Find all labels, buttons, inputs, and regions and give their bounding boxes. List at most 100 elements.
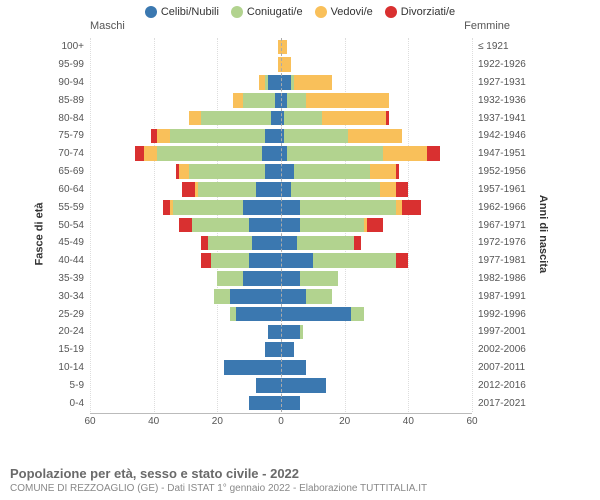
bar-segment (265, 342, 281, 357)
bar-segment (182, 182, 195, 197)
bar-segment (396, 182, 409, 197)
birth-year-label: 1992-1996 (472, 309, 526, 320)
female-bar (281, 289, 472, 304)
male-bar (90, 182, 281, 197)
bar-segment (386, 111, 389, 126)
age-label: 15-19 (58, 344, 90, 355)
female-bar (281, 129, 472, 144)
age-label: 50-54 (58, 220, 90, 231)
bar-segment (300, 200, 396, 215)
bar-segment (281, 307, 351, 322)
legend-swatch (231, 6, 243, 18)
male-bar (90, 396, 281, 411)
bar-segment (189, 164, 265, 179)
bar-segment (265, 164, 281, 179)
bar-segment (281, 200, 300, 215)
legend-item: Divorziati/e (385, 6, 455, 18)
female-bar (281, 40, 472, 55)
chart-title: Popolazione per età, sesso e stato civil… (10, 466, 590, 481)
age-label: 80-84 (58, 113, 90, 124)
bar-segment (179, 218, 192, 233)
chart-subtitle: COMUNE DI REZZOAGLIO (GE) - Dati ISTAT 1… (10, 483, 590, 494)
female-bar (281, 325, 472, 340)
pyramid-chart: Celibi/NubiliConiugati/eVedovi/eDivorzia… (0, 0, 600, 500)
birth-year-label: 1957-1961 (472, 184, 526, 195)
age-label: 60-64 (58, 184, 90, 195)
bar-segment (144, 146, 157, 161)
age-label: 65-69 (58, 166, 90, 177)
birth-year-label: ≤ 1921 (472, 41, 509, 52)
bar-segment (281, 182, 291, 197)
bar-segment (313, 253, 396, 268)
bar-segment (281, 57, 291, 72)
bar-segment (281, 325, 300, 340)
bar-segment (243, 271, 281, 286)
bar-segment (284, 129, 348, 144)
bar-segment (224, 360, 281, 375)
plot-area: Fasce di età Anni di nascita 100+≤ 19219… (50, 34, 530, 434)
bar-segment (281, 360, 306, 375)
birth-year-label: 2007-2011 (472, 362, 525, 373)
bar-segment (173, 200, 243, 215)
birth-year-label: 1977-1981 (472, 255, 526, 266)
male-bar (90, 289, 281, 304)
birth-year-label: 1922-1926 (472, 59, 526, 70)
age-label: 70-74 (58, 148, 90, 159)
birth-year-label: 1962-1966 (472, 202, 526, 213)
birth-year-label: 1997-2001 (472, 326, 526, 337)
bar-segment (189, 111, 202, 126)
birth-year-label: 1972-1976 (472, 237, 526, 248)
female-bar (281, 93, 472, 108)
bar-segment (157, 129, 170, 144)
male-bar (90, 218, 281, 233)
age-label: 75-79 (58, 130, 90, 141)
bar-segment (249, 253, 281, 268)
legend-item: Coniugati/e (231, 6, 303, 18)
female-bar (281, 218, 472, 233)
bar-segment (370, 164, 395, 179)
bar-segment (306, 93, 389, 108)
birth-year-label: 1952-1956 (472, 166, 526, 177)
bar-segment (214, 289, 230, 304)
birth-year-label: 1947-1951 (472, 148, 526, 159)
bar-segment (256, 378, 281, 393)
bar-segment (249, 218, 281, 233)
male-bar (90, 93, 281, 108)
x-tick-label: 20 (212, 416, 223, 427)
legend-item: Celibi/Nubili (145, 6, 219, 18)
bar-segment (396, 253, 409, 268)
birth-year-label: 1987-1991 (472, 291, 526, 302)
female-bar (281, 236, 472, 251)
bar-segment (351, 307, 364, 322)
male-bar (90, 342, 281, 357)
bar-segment (236, 307, 281, 322)
bar-segment (192, 218, 249, 233)
female-bar (281, 253, 472, 268)
female-bar (281, 342, 472, 357)
legend: Celibi/NubiliConiugati/eVedovi/eDivorzia… (0, 0, 600, 20)
bar-segment (281, 378, 326, 393)
age-label: 90-94 (58, 77, 90, 88)
x-axis: 6040200204060 (90, 413, 472, 434)
x-tick-label: 60 (466, 416, 477, 427)
bar-segment (281, 253, 313, 268)
header-right: Femmine (390, 20, 510, 32)
birth-year-label: 1942-1946 (472, 130, 526, 141)
age-label: 40-44 (58, 255, 90, 266)
age-label: 55-59 (58, 202, 90, 213)
age-label: 5-9 (70, 380, 90, 391)
bar-segment (198, 182, 255, 197)
bar-segment (252, 236, 281, 251)
bar-segment (265, 129, 281, 144)
female-bar (281, 360, 472, 375)
age-label: 100+ (61, 41, 90, 52)
female-bar (281, 146, 472, 161)
female-bar (281, 378, 472, 393)
birth-year-label: 1932-1936 (472, 95, 526, 106)
bar-segment (217, 271, 242, 286)
bar-segment (268, 75, 281, 90)
bar-segment (306, 289, 331, 304)
age-label: 35-39 (58, 273, 90, 284)
male-bar (90, 271, 281, 286)
age-label: 95-99 (58, 59, 90, 70)
